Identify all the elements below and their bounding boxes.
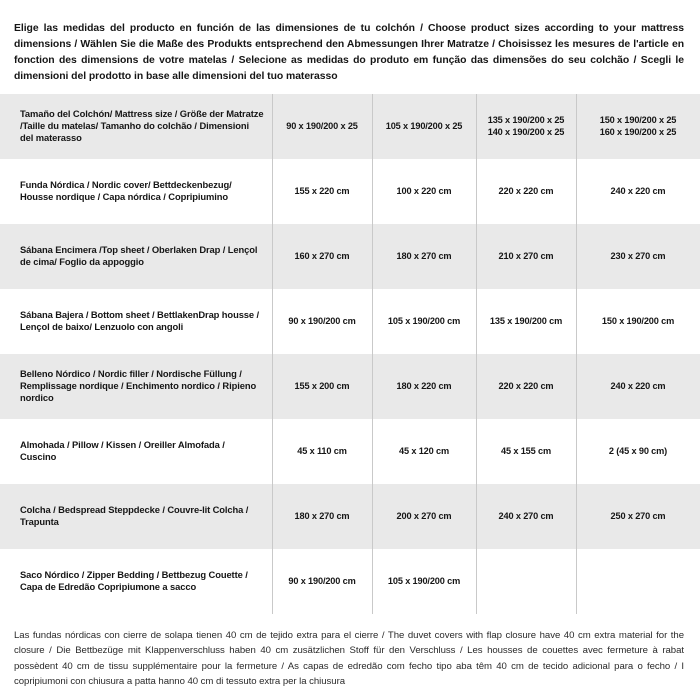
row-value-col-3: 45 x 155 cm <box>475 418 576 484</box>
header-col-3-line-1: 135 x 190/200 x 25 <box>487 114 565 125</box>
header-col-2-line-1: 105 x 190/200 x 25 <box>385 120 463 131</box>
row-value-col-2: 105 x 190/200 cm <box>371 288 476 354</box>
row-value-col-2: 180 x 270 cm <box>371 223 476 289</box>
table-body: Tamaño del Colchón/ Mattress size / Größ… <box>0 93 700 614</box>
header-col-1: 90 x 190/200 x 25 <box>271 93 372 159</box>
row-value-col-2: 100 x 220 cm <box>371 158 476 224</box>
row-value-col-2: 200 x 270 cm <box>371 483 476 549</box>
table-row: Sábana Bajera / Bottom sheet / Bettlaken… <box>0 288 700 354</box>
table-header-row: Tamaño del Colchón/ Mattress size / Größ… <box>0 93 700 159</box>
table-row: Colcha / Bedspread Steppdecke / Couvre-l… <box>0 483 700 549</box>
intro-instructions: Elige las medidas del producto en funció… <box>14 23 684 83</box>
product-size-table: Tamaño del Colchón/ Mattress size / Größ… <box>0 93 700 614</box>
row-label: Belleno Nórdico / Nordic filler / Nordis… <box>0 353 272 419</box>
row-label: Sábana Bajera / Bottom sheet / Bettlaken… <box>0 288 272 354</box>
table-row: Belleno Nórdico / Nordic filler / Nordis… <box>0 353 700 419</box>
header-col-3-line-2: 140 x 190/200 x 25 <box>487 127 565 137</box>
row-value-col-1: 90 x 190/200 cm <box>271 548 372 614</box>
row-label: Funda Nórdica / Nordic cover/ Bettdecken… <box>0 158 272 224</box>
table-row: Saco Nórdico / Zipper Bedding / Bettbezu… <box>0 548 700 614</box>
table-row: Almohada / Pillow / Kissen / Oreiller Al… <box>0 418 700 484</box>
header-col-4: 150 x 190/200 x 25 160 x 190/200 x 25 <box>575 93 700 159</box>
row-label: Almohada / Pillow / Kissen / Oreiller Al… <box>0 418 272 484</box>
row-value-col-4 <box>575 548 700 614</box>
row-value-col-4: 250 x 270 cm <box>575 483 700 549</box>
header-col-4-line-2: 160 x 190/200 x 25 <box>599 127 677 137</box>
row-value-col-2: 45 x 120 cm <box>371 418 476 484</box>
row-value-col-1: 155 x 200 cm <box>271 353 372 419</box>
row-value-col-1: 160 x 270 cm <box>271 223 372 289</box>
row-value-col-4: 240 x 220 cm <box>575 353 700 419</box>
row-value-col-3: 135 x 190/200 cm <box>475 288 576 354</box>
footnote-flap-closure: Las fundas nórdicas con cierre de solapa… <box>14 629 684 688</box>
row-value-col-1: 180 x 270 cm <box>271 483 372 549</box>
row-label: Saco Nórdico / Zipper Bedding / Bettbezu… <box>0 548 272 614</box>
row-value-col-1: 90 x 190/200 cm <box>271 288 372 354</box>
row-label: Colcha / Bedspread Steppdecke / Couvre-l… <box>0 483 272 549</box>
row-label: Sábana Encimera /Top sheet / Oberlaken D… <box>0 223 272 289</box>
header-col-3: 135 x 190/200 x 25 140 x 190/200 x 25 <box>475 93 576 159</box>
row-value-col-2: 105 x 190/200 cm <box>371 548 476 614</box>
row-value-col-3: 210 x 270 cm <box>475 223 576 289</box>
row-value-col-3: 220 x 220 cm <box>475 353 576 419</box>
row-value-col-2: 180 x 220 cm <box>371 353 476 419</box>
row-value-col-1: 45 x 110 cm <box>271 418 372 484</box>
table-row: Funda Nórdica / Nordic cover/ Bettdecken… <box>0 158 700 224</box>
row-value-col-3: 220 x 220 cm <box>475 158 576 224</box>
header-col-4-line-1: 150 x 190/200 x 25 <box>599 114 677 125</box>
row-value-col-4: 240 x 220 cm <box>575 158 700 224</box>
row-value-col-1: 155 x 220 cm <box>271 158 372 224</box>
row-value-col-4: 150 x 190/200 cm <box>575 288 700 354</box>
row-value-col-3: 240 x 270 cm <box>475 483 576 549</box>
row-value-col-4: 2 (45 x 90 cm) <box>575 418 700 484</box>
header-col-1-line-1: 90 x 190/200 x 25 <box>286 120 358 131</box>
row-value-col-4: 230 x 270 cm <box>575 223 700 289</box>
header-col-2: 105 x 190/200 x 25 <box>371 93 476 159</box>
row-value-col-3 <box>475 548 576 614</box>
table-row: Sábana Encimera /Top sheet / Oberlaken D… <box>0 223 700 289</box>
header-label-mattress-size: Tamaño del Colchón/ Mattress size / Größ… <box>0 93 272 159</box>
